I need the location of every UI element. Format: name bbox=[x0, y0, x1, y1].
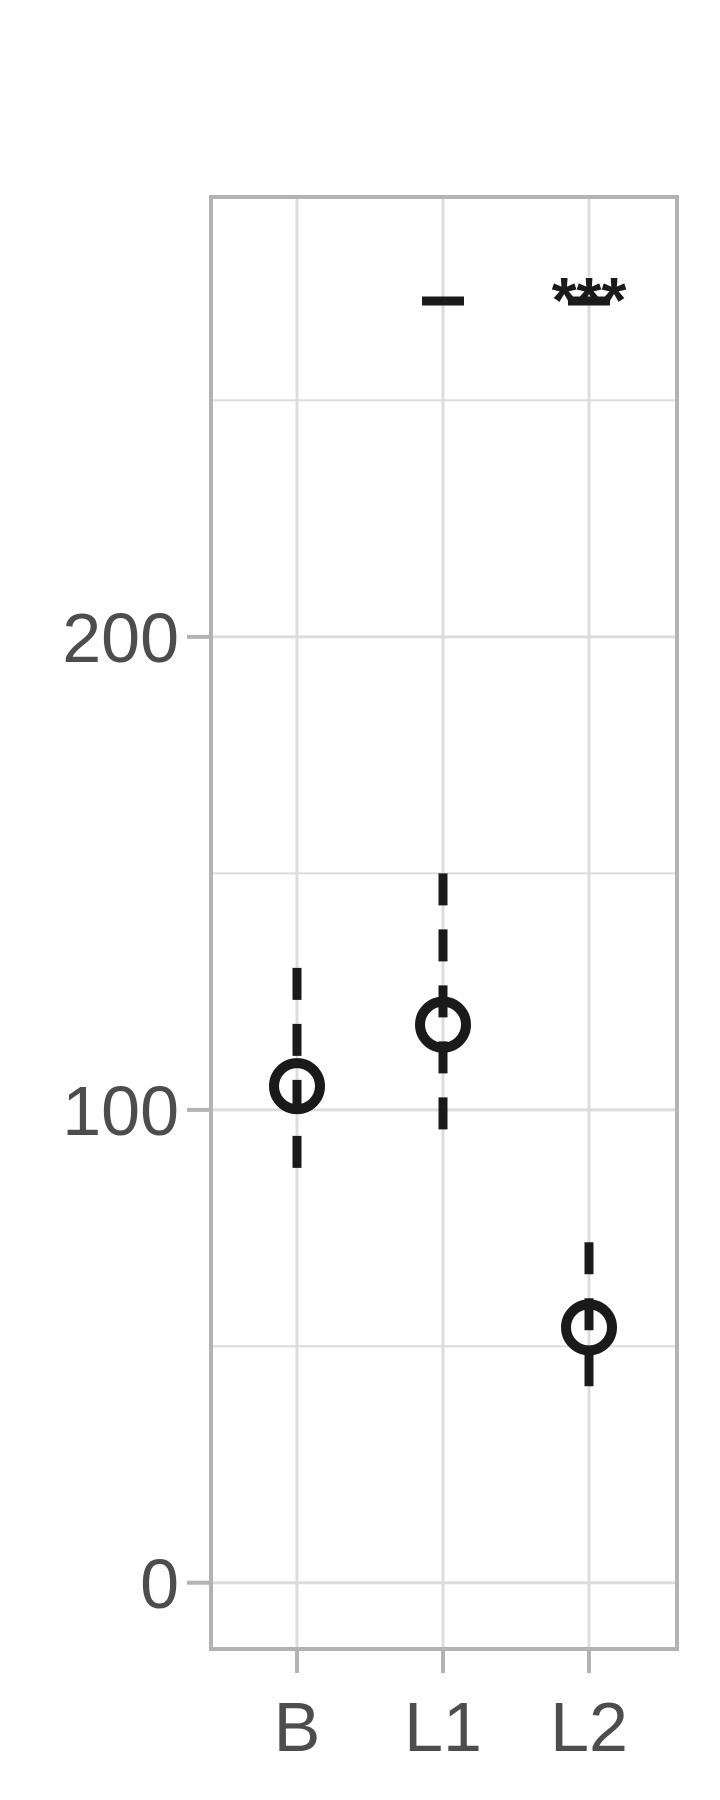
significance-annotation: *** bbox=[552, 264, 627, 336]
annotations: *** bbox=[552, 264, 627, 336]
y-tick-label: 100 bbox=[62, 1072, 179, 1150]
data-point bbox=[415, 996, 471, 1053]
plot-border bbox=[209, 195, 679, 1651]
data-point bbox=[561, 1299, 617, 1356]
x-tick-label: L2 bbox=[550, 1688, 628, 1766]
x-tick-label: B bbox=[274, 1688, 321, 1766]
x-tick-label: L1 bbox=[404, 1688, 482, 1766]
y-tick-label: 200 bbox=[62, 599, 179, 677]
y-tick-label: 0 bbox=[140, 1545, 179, 1623]
grid-lines bbox=[211, 197, 677, 1649]
data-point bbox=[269, 1058, 325, 1115]
axes: 0 100 200 B L1 L2 bbox=[62, 599, 628, 1766]
data-marks bbox=[269, 296, 617, 1394]
